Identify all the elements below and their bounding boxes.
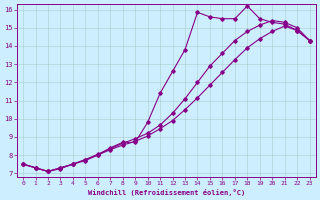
X-axis label: Windchill (Refroidissement éolien,°C): Windchill (Refroidissement éolien,°C) xyxy=(88,189,245,196)
